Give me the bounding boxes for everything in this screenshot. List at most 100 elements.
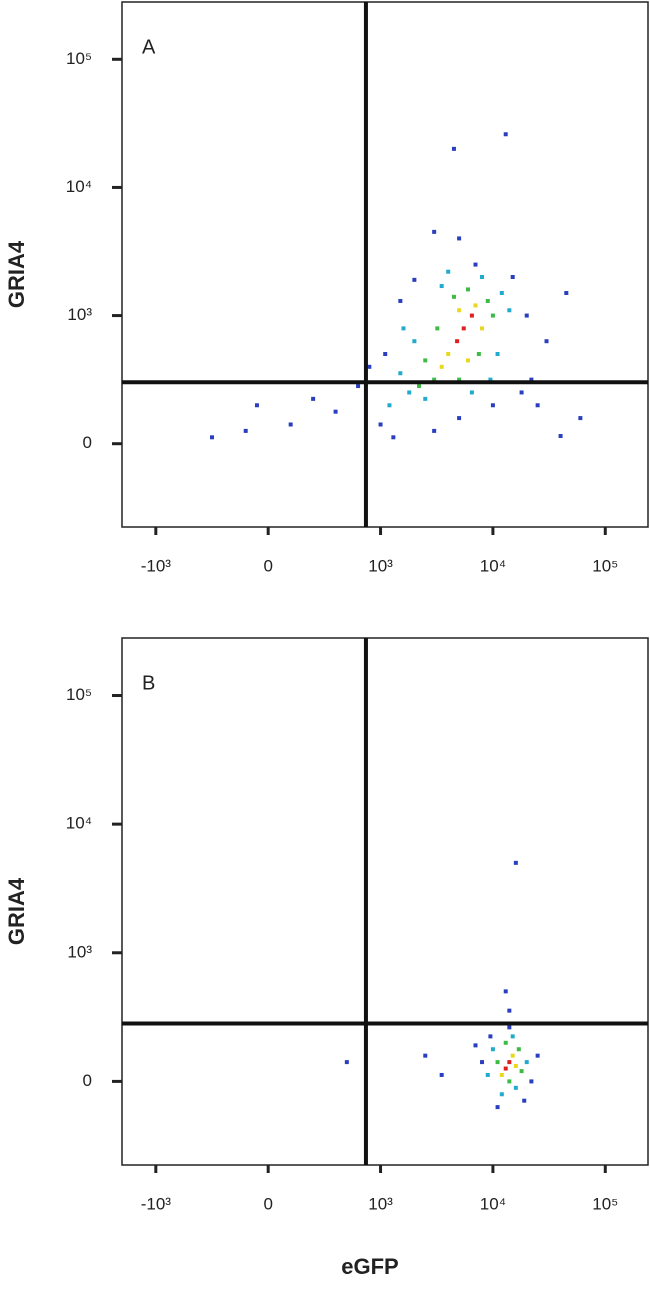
- event-dot: [344, 1060, 349, 1065]
- event-dot: [387, 403, 392, 408]
- event-dot: [476, 352, 481, 357]
- event-dot: [490, 313, 495, 318]
- event-dot: [503, 1066, 508, 1071]
- event-dot: [499, 1092, 504, 1097]
- event-dot: [564, 291, 569, 296]
- x-axis-label: eGFP: [341, 1254, 398, 1279]
- event-dot: [423, 396, 428, 401]
- event-dot: [398, 371, 403, 376]
- event-dot: [503, 132, 508, 137]
- event-dot: [451, 294, 456, 299]
- event-dot: [311, 396, 316, 401]
- x-tick-label: 0: [263, 1194, 272, 1213]
- event-dot: [507, 1008, 512, 1013]
- event-dot: [457, 416, 462, 421]
- event-dot: [243, 428, 248, 433]
- event-dot: [435, 326, 440, 331]
- event-dot: [495, 1060, 500, 1065]
- event-dot: [535, 403, 540, 408]
- event-dot: [288, 422, 293, 427]
- event-dot: [488, 1034, 493, 1039]
- event-dot: [465, 358, 470, 363]
- x-tick-label: 10⁴: [480, 556, 506, 575]
- event-dot: [529, 377, 534, 382]
- event-dot: [503, 1040, 508, 1045]
- x-tick-label: 10³: [368, 1194, 393, 1213]
- event-dot: [423, 1053, 428, 1058]
- event-dot: [398, 298, 403, 303]
- event-dot: [383, 352, 388, 357]
- event-dot: [446, 269, 451, 274]
- event-dot: [513, 1085, 518, 1090]
- event-dot: [499, 1072, 504, 1077]
- event-dot: [510, 1034, 515, 1039]
- event-dot: [412, 277, 417, 282]
- event-dot: [432, 229, 437, 234]
- event-dot: [461, 326, 466, 331]
- x-tick-label: 10³: [368, 556, 393, 575]
- event-dot: [333, 409, 338, 414]
- y-axis-label: GRIA4: [4, 240, 29, 308]
- y-tick-label: 10³: [67, 942, 92, 961]
- event-dot: [485, 1072, 490, 1077]
- y-axis-label: GRIA4: [4, 877, 29, 945]
- x-tick-label: -10³: [141, 556, 172, 575]
- event-dot: [473, 262, 478, 267]
- event-dot: [432, 377, 437, 382]
- x-tick-label: 10⁴: [480, 1194, 506, 1213]
- y-tick-label: 0: [83, 433, 92, 452]
- event-dot: [513, 860, 518, 865]
- event-dot: [469, 390, 474, 395]
- event-dot: [367, 364, 372, 369]
- panel-label: A: [142, 36, 156, 58]
- y-tick-label: 10⁴: [66, 177, 92, 196]
- event-dot: [423, 358, 428, 363]
- event-dot: [495, 1105, 500, 1110]
- event-dot: [451, 146, 456, 151]
- event-dot: [378, 422, 383, 427]
- event-dot: [457, 236, 462, 241]
- event-dot: [510, 274, 515, 279]
- x-tick-label: 10⁵: [592, 1194, 618, 1213]
- event-dot: [439, 1072, 444, 1077]
- y-tick-label: 10⁵: [66, 685, 92, 704]
- event-dot: [524, 1060, 529, 1065]
- event-dot: [455, 339, 460, 344]
- event-dot: [529, 1079, 534, 1084]
- event-dot: [488, 377, 493, 382]
- event-dot: [480, 1060, 485, 1065]
- event-dot: [513, 1063, 518, 1068]
- plot-frame: [121, 637, 649, 1166]
- event-dot: [407, 390, 412, 395]
- event-dot: [503, 989, 508, 994]
- x-tick-label: 10⁵: [592, 556, 618, 575]
- event-dot: [519, 390, 524, 395]
- y-tick-label: 10⁵: [66, 49, 92, 68]
- event-dot: [485, 298, 490, 303]
- event-dot: [507, 308, 512, 313]
- event-dot: [507, 1079, 512, 1084]
- event-dot: [544, 339, 549, 344]
- event-dot: [457, 308, 462, 313]
- x-tick-label: -10³: [141, 1194, 172, 1213]
- event-dot: [499, 291, 504, 296]
- event-dot: [535, 1053, 540, 1058]
- event-dot: [439, 364, 444, 369]
- y-tick-label: 0: [83, 1071, 92, 1090]
- event-dot: [401, 326, 406, 331]
- event-dot: [480, 326, 485, 331]
- event-dot: [522, 1098, 527, 1103]
- event-dot: [558, 434, 563, 439]
- plot-frame: [121, 1, 649, 528]
- y-tick-label: 10⁴: [66, 814, 92, 833]
- x-tick-label: 0: [263, 556, 272, 575]
- event-dot: [516, 1047, 521, 1052]
- event-dot: [469, 313, 474, 318]
- event-dot: [510, 1053, 515, 1058]
- event-dot: [480, 274, 485, 279]
- event-dot: [524, 313, 529, 318]
- event-dot: [210, 435, 215, 440]
- event-dot: [465, 287, 470, 292]
